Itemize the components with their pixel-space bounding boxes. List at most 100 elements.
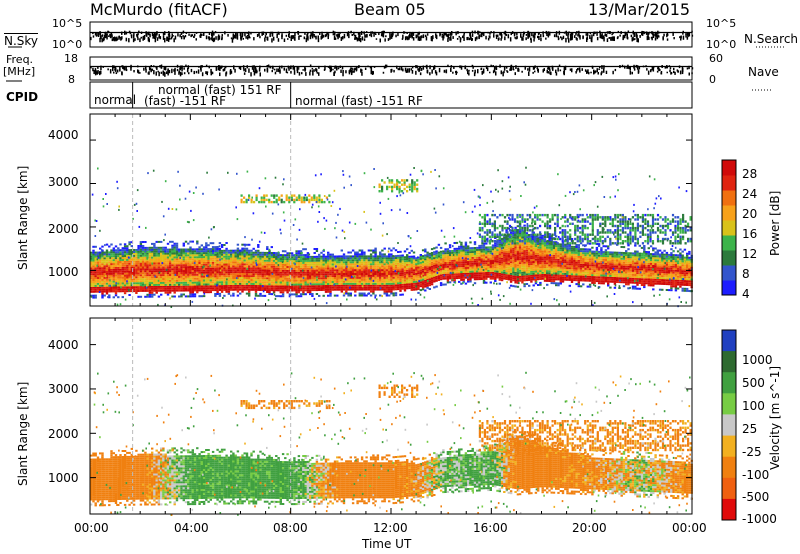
- echo-cell: [106, 267, 108, 269]
- echo-cell: [318, 281, 320, 283]
- echo-cell: [178, 260, 180, 262]
- echo-cell: [492, 244, 494, 246]
- echo-cell: [135, 267, 137, 269]
- echo-cell: [221, 277, 223, 279]
- echo-cell: [584, 272, 586, 274]
- echo-cell: [542, 245, 544, 247]
- echo-cell: [564, 259, 566, 261]
- echo-cell: [399, 270, 401, 272]
- echo-cell: [104, 283, 106, 285]
- echo-cell: [517, 262, 519, 264]
- echo-cell: [293, 260, 295, 262]
- echo-cell: [131, 273, 133, 275]
- echo-cell: [183, 254, 185, 256]
- echo-cell: [160, 249, 162, 251]
- echo-cell: [557, 261, 559, 263]
- echo-cell: [325, 271, 327, 273]
- echo-cell: [598, 282, 600, 284]
- echo-cell: [467, 249, 469, 251]
- echo-cell: [546, 258, 548, 260]
- echo-cell: [214, 275, 216, 277]
- echo-cell: [187, 284, 189, 286]
- echo-cell: [268, 272, 270, 274]
- echo-cell: [433, 281, 435, 283]
- echo-cell: [146, 290, 148, 292]
- echo-cell: [487, 248, 489, 250]
- echo-cell: [311, 283, 313, 285]
- echo-cell: [183, 260, 185, 262]
- echo-cell: [275, 274, 277, 276]
- echo-cell: [535, 269, 537, 271]
- echo-cell: [106, 244, 108, 246]
- echo-cell: [519, 268, 521, 270]
- echo-cell: [406, 274, 408, 276]
- echo-cell: [140, 257, 142, 259]
- echo-cell: [237, 259, 239, 261]
- echo-cell: [329, 281, 331, 283]
- echo-cell: [338, 275, 340, 277]
- echo-cell: [176, 253, 178, 255]
- echo-cell: [311, 270, 313, 272]
- echo-cell: [598, 263, 600, 265]
- echo-cell: [316, 287, 318, 289]
- echo-cell: [142, 251, 144, 253]
- echo-cell: [390, 273, 392, 275]
- echo-cell: [151, 278, 153, 280]
- echo-cell: [286, 262, 288, 264]
- echo-cell: [169, 251, 171, 253]
- echo-cell: [189, 272, 191, 274]
- echo-cell: [564, 253, 566, 255]
- echo-cell: [329, 283, 331, 285]
- echo-cell: [467, 253, 469, 255]
- echo-cell: [230, 250, 232, 252]
- echo-cell: [510, 277, 512, 279]
- echo-cell: [483, 262, 485, 264]
- echo-cell: [232, 287, 234, 289]
- echo-cell: [332, 260, 334, 262]
- echo-cell: [571, 252, 573, 254]
- echo-cell: [399, 263, 401, 265]
- echo-cell: [207, 254, 209, 256]
- echo-cell: [413, 277, 415, 279]
- echo-cell: [580, 270, 582, 272]
- echo-cell: [235, 285, 237, 287]
- echo-cell: [526, 273, 528, 275]
- echo-cell: [523, 279, 525, 281]
- echo-cell: [108, 275, 110, 277]
- echo-cell: [431, 279, 433, 281]
- echo-cell: [196, 250, 198, 252]
- echo-cell: [569, 275, 571, 277]
- echo-cell: [537, 249, 539, 251]
- echo-cell: [551, 249, 553, 251]
- echo-cell: [447, 272, 449, 274]
- echo-cell: [257, 246, 259, 248]
- echo-cell: [438, 252, 440, 254]
- echo-cell: [487, 274, 489, 276]
- echo-cell: [212, 252, 214, 254]
- echo-cell: [104, 265, 106, 267]
- echo-cell: [593, 251, 595, 253]
- echo-cell: [280, 280, 282, 282]
- echo-cell: [589, 243, 591, 245]
- echo-cell: [212, 256, 214, 258]
- echo-cell: [363, 275, 365, 277]
- echo-cell: [440, 282, 442, 284]
- echo-cell: [435, 247, 437, 249]
- echo-cell: [384, 248, 386, 250]
- echo-cell: [176, 243, 178, 245]
- echo-cell: [372, 271, 374, 273]
- echo-cell: [474, 255, 476, 257]
- echo-cell: [350, 269, 352, 271]
- echo-cell: [501, 252, 503, 254]
- echo-cell: [153, 268, 155, 270]
- echo-cell: [187, 260, 189, 262]
- echo-cell: [246, 254, 248, 256]
- echo-cell: [178, 264, 180, 266]
- echo-cell: [408, 258, 410, 260]
- echo-cell: [582, 264, 584, 266]
- echo-cell: [381, 271, 383, 273]
- echo-cell: [393, 279, 395, 281]
- echo-cell: [603, 259, 605, 261]
- echo-cell: [539, 282, 541, 284]
- echo-cell: [137, 296, 139, 298]
